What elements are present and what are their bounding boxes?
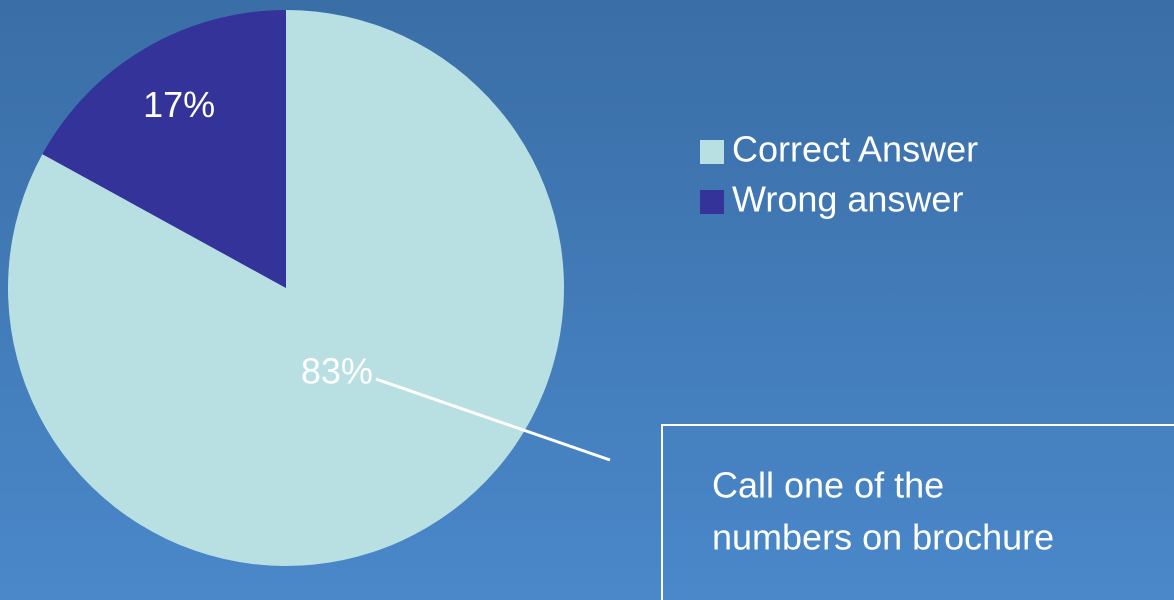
legend-swatch: [700, 140, 724, 164]
legend-label: Correct Answer: [732, 129, 978, 170]
pie: [8, 10, 565, 566]
legend-swatch: [700, 190, 724, 214]
pie-slice: [42, 10, 286, 288]
legend-label: Wrong answer: [732, 179, 963, 220]
annotation-text: numbers on brochure: [712, 517, 1054, 558]
data-label: 83%: [301, 351, 373, 392]
leader-line: [375, 377, 611, 462]
data-label: 17%: [143, 84, 215, 125]
pie-slice: [8, 10, 565, 566]
annotation-text: Call one of the: [712, 465, 944, 506]
annotation-box: [661, 424, 1174, 600]
